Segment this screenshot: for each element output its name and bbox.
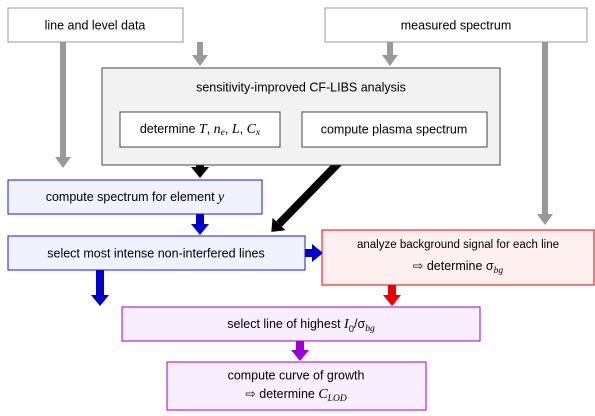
node-box <box>321 229 595 286</box>
math: L <box>231 122 240 137</box>
text: determine <box>140 122 199 136</box>
node-label: select line of highest I0/σbg <box>227 317 375 334</box>
math: C <box>318 387 328 402</box>
node-box <box>119 111 281 148</box>
node-label: ⇨ determine CLOD <box>245 387 347 404</box>
math-sub: x <box>255 128 261 138</box>
node-box <box>324 7 588 43</box>
node-label: select most intense non-interfered lines <box>47 246 264 260</box>
math: y <box>216 190 225 205</box>
text: select line of highest <box>227 317 344 331</box>
node-box <box>121 306 481 342</box>
group-label: sensitivity-improved CF-LIBS analysis <box>196 80 406 94</box>
node-label: line and level data <box>45 18 146 32</box>
node-label: compute curve of growth <box>228 368 365 382</box>
text: σ <box>486 259 494 273</box>
math: T <box>199 122 208 137</box>
node-label: ⇨ determine σbg <box>413 259 503 276</box>
node-label: measured spectrum <box>401 18 511 32</box>
node-label: determine T, ne, L, Cx <box>140 122 261 138</box>
node-box <box>7 235 306 271</box>
math-sub: LOD <box>327 394 347 404</box>
math-sub: 0 <box>349 324 354 335</box>
node-box <box>301 111 488 148</box>
math: I <box>343 317 350 332</box>
node-box <box>7 179 263 215</box>
node-box <box>7 7 184 43</box>
text: ⇨ determine <box>245 387 318 401</box>
text: ⇨ determine <box>413 259 486 273</box>
math: C <box>247 122 257 137</box>
node-label: compute plasma spectrum <box>321 122 468 136</box>
text: /σ <box>354 317 365 331</box>
node-box <box>166 361 427 411</box>
text: , <box>207 122 214 136</box>
node-label: analyze background signal for each line <box>357 239 559 251</box>
math-sub: e <box>221 128 225 138</box>
math-sub: bg <box>365 324 375 334</box>
text: , <box>240 122 247 136</box>
math: n <box>214 122 221 137</box>
text: compute spectrum for element <box>46 190 218 204</box>
text: , <box>225 122 232 136</box>
math-sub: bg <box>494 266 504 276</box>
node-label: compute spectrum for element y <box>46 190 225 205</box>
